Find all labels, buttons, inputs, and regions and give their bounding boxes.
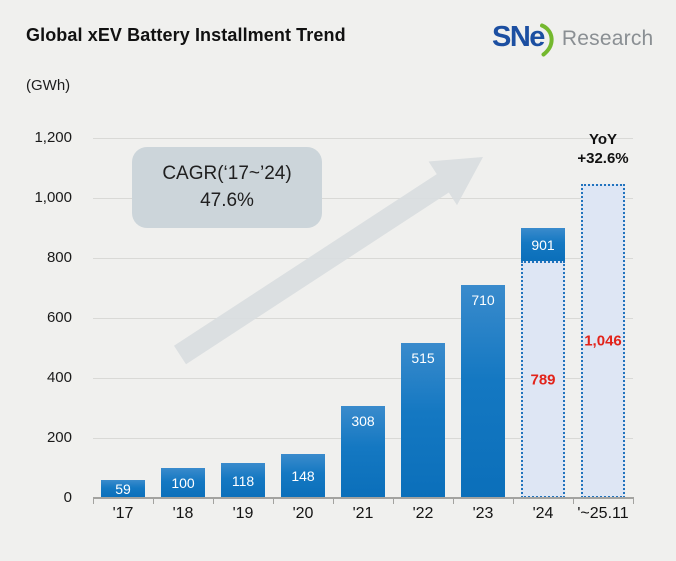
axis-tick (573, 499, 574, 504)
axis-tick (273, 499, 274, 504)
gridline (93, 317, 633, 319)
bar-value-label: 148 (291, 468, 315, 484)
axis-tick (513, 499, 514, 504)
y-axis-unit-label: (GWh) (26, 77, 71, 94)
bar: 118 (221, 463, 265, 498)
axis-tick (633, 499, 634, 504)
cagr-label: CAGR(‘17~’24) (162, 162, 292, 184)
bar: 148 (281, 454, 325, 498)
axis-tick (333, 499, 334, 504)
cagr-value: 47.6% (200, 189, 254, 211)
estimate-value-label: 789 (530, 371, 556, 388)
logo-suffix-text: Research (561, 27, 654, 50)
x-tick-label: '20 (292, 505, 314, 522)
gridline (93, 137, 633, 139)
y-tick-label: 0 (63, 489, 72, 506)
logo-swoosh-icon (539, 23, 554, 57)
x-tick-label: '24 (532, 505, 554, 522)
estimate-value-label: 1,046 (584, 332, 622, 350)
sne-research-logo: SNe Research (492, 22, 653, 57)
x-tick-label: '21 (352, 505, 374, 522)
bar: 100 (161, 468, 205, 498)
x-tick-label: '17 (112, 505, 134, 522)
bar: 59 (101, 480, 145, 498)
bar-value-label: 901 (531, 236, 555, 253)
x-tick-label: '22 (412, 505, 434, 522)
axis-tick (93, 499, 94, 504)
yoy-value: +32.6% (577, 149, 629, 167)
yoy-label: YoY (588, 131, 618, 148)
y-tick-label: 1,000 (34, 189, 72, 206)
bar-value-label: 118 (231, 472, 255, 489)
axis-tick (453, 499, 454, 504)
bar-value-label: 515 (411, 350, 435, 366)
bar: 901 (521, 228, 565, 261)
x-tick-label: '19 (232, 505, 254, 522)
axis-tick (213, 499, 214, 504)
y-tick-label: 200 (46, 429, 72, 446)
x-tick-label: '18 (172, 505, 194, 522)
bar: 308 (341, 406, 385, 498)
bar-value-label: 710 (471, 292, 495, 308)
axis-tick (393, 499, 394, 504)
x-tick-label: '23 (472, 505, 494, 522)
axis-tick (153, 499, 154, 504)
bar-value-label: 59 (115, 481, 131, 497)
x-tick-label: '~25.11 (577, 505, 629, 522)
y-tick-label: 400 (46, 369, 72, 386)
x-axis-line (93, 497, 634, 499)
cagr-annotation: CAGR(‘17~’24) 47.6% (132, 147, 322, 228)
y-tick-label: 600 (46, 309, 72, 326)
yoy-annotation: YoY +32.6% (556, 131, 650, 169)
gridline (93, 257, 633, 259)
gridline (93, 377, 633, 379)
y-tick-label: 1,200 (34, 129, 72, 146)
logo-brand-text: SNe (492, 21, 545, 53)
estimate-bar: 1,046 (581, 184, 625, 498)
bar: 710 (461, 285, 505, 498)
bar-value-label: 100 (171, 475, 195, 491)
page-title: Global xEV Battery Installment Trend (26, 25, 346, 45)
estimate-bar: 789 (521, 261, 565, 498)
gridline (93, 197, 633, 199)
y-tick-label: 800 (46, 249, 72, 266)
bar: 515 (401, 343, 445, 498)
bar-value-label: 308 (351, 413, 375, 429)
